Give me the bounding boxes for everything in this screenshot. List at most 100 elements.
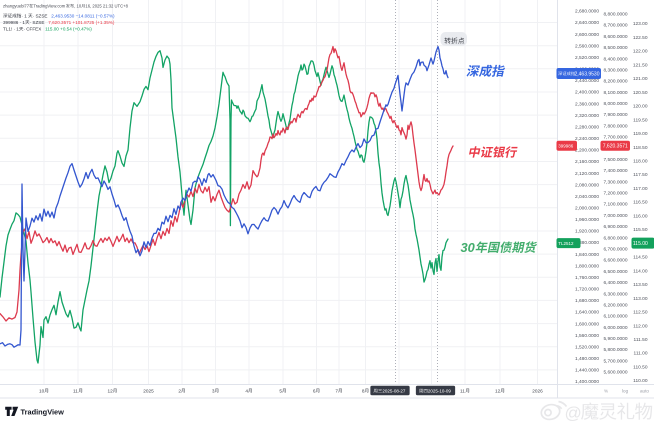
svg-text:1,640.0000: 1,640.0000 bbox=[575, 310, 599, 316]
svg-text:114.00: 114.00 bbox=[633, 268, 648, 274]
svg-text:2,000.0000: 2,000.0000 bbox=[575, 205, 599, 211]
svg-text:2,360.0000: 2,360.0000 bbox=[575, 101, 599, 107]
svg-text:4: 4 bbox=[245, 388, 248, 393]
svg-text:2025-08-27: 2025-08-27 bbox=[382, 388, 406, 393]
svg-text:6,100.0000: 6,100.0000 bbox=[603, 314, 627, 320]
svg-text:119.00: 119.00 bbox=[633, 131, 648, 137]
svg-text:−14.0811 (−0.57%): −14.0811 (−0.57%) bbox=[76, 13, 115, 18]
svg-text:6,700.0000: 6,700.0000 bbox=[603, 246, 627, 252]
svg-text:8,300.0000: 8,300.0000 bbox=[603, 67, 627, 73]
svg-text:7: 7 bbox=[335, 388, 338, 393]
svg-text:12: 12 bbox=[108, 388, 114, 393]
svg-text:2,400.0000: 2,400.0000 bbox=[575, 90, 599, 96]
svg-text:115.00 +0.54 (+0.47%): 115.00 +0.54 (+0.47%) bbox=[45, 27, 92, 32]
svg-text:8,700.0000: 8,700.0000 bbox=[603, 23, 627, 29]
svg-text:2,560.0000: 2,560.0000 bbox=[575, 43, 599, 49]
svg-text:· SZSE: · SZSE bbox=[33, 13, 48, 18]
svg-text:1,520.0000: 1,520.0000 bbox=[575, 344, 599, 350]
svg-text:1,760.0000: 1,760.0000 bbox=[575, 275, 599, 281]
svg-text:111.50: 111.50 bbox=[634, 337, 648, 343]
svg-text:TradingView.com: TradingView.com bbox=[33, 3, 65, 8]
svg-text:2,320.0000: 2,320.0000 bbox=[575, 113, 599, 119]
svg-text:· SZSE: · SZSE bbox=[30, 20, 45, 25]
svg-text:2,463.9530: 2,463.9530 bbox=[51, 13, 74, 18]
svg-text:6,300.0000: 6,300.0000 bbox=[603, 291, 627, 297]
svg-text:6: 6 bbox=[313, 388, 316, 393]
svg-text:5,800.0000: 5,800.0000 bbox=[603, 347, 627, 353]
svg-text:TradingView: TradingView bbox=[21, 408, 65, 417]
svg-text:2,680.0000: 2,680.0000 bbox=[575, 9, 599, 15]
svg-text:2,600.0000: 2,600.0000 bbox=[575, 32, 599, 38]
svg-text:1,800.0000: 1,800.0000 bbox=[575, 263, 599, 269]
svg-text:118.00: 118.00 bbox=[633, 159, 648, 165]
svg-text:121.50: 121.50 bbox=[633, 62, 648, 68]
svg-text:3: 3 bbox=[212, 388, 215, 393]
svg-text:zhangyuebi77: zhangyuebi77 bbox=[3, 3, 30, 8]
svg-text:1,880.0000: 1,880.0000 bbox=[575, 240, 599, 246]
svg-text:8,200.0000: 8,200.0000 bbox=[603, 79, 627, 85]
svg-text:7,200.0000: 7,200.0000 bbox=[603, 191, 627, 197]
svg-text:6,500.0000: 6,500.0000 bbox=[603, 269, 627, 275]
svg-text:7,800.0000: 7,800.0000 bbox=[603, 123, 627, 129]
svg-text:7,300.0000: 7,300.0000 bbox=[603, 179, 627, 185]
svg-text:2,440.0000: 2,440.0000 bbox=[575, 78, 599, 84]
svg-text:1,440.0000: 1,440.0000 bbox=[575, 368, 599, 374]
svg-text:2,463.9530: 2,463.9530 bbox=[574, 71, 599, 77]
svg-text:2,640.0000: 2,640.0000 bbox=[575, 20, 599, 26]
svg-text:111.00: 111.00 bbox=[634, 351, 648, 357]
svg-text:1,920.0000: 1,920.0000 bbox=[575, 229, 599, 235]
svg-text:16, 2025 21:32 UTC+8: 16, 2025 21:32 UTC+8 bbox=[85, 3, 128, 8]
svg-text:TL2512: TL2512 bbox=[558, 241, 574, 246]
svg-text:6,000.0000: 6,000.0000 bbox=[603, 325, 627, 331]
svg-text:12: 12 bbox=[495, 388, 501, 393]
svg-text:5,600.0000: 5,600.0000 bbox=[603, 370, 627, 376]
svg-text:1,960.0000: 1,960.0000 bbox=[575, 217, 599, 223]
svg-text:1,600.0000: 1,600.0000 bbox=[575, 321, 599, 327]
svg-text:7,500.0000: 7,500.0000 bbox=[603, 157, 627, 163]
svg-text:119.50: 119.50 bbox=[633, 117, 648, 123]
svg-text:, 10: , 10 bbox=[74, 3, 82, 8]
svg-text:7,900.0000: 7,900.0000 bbox=[603, 112, 627, 118]
svg-text:5,900.0000: 5,900.0000 bbox=[603, 336, 627, 342]
svg-text:6,600.0000: 6,600.0000 bbox=[603, 258, 627, 264]
svg-text:8,500.0000: 8,500.0000 bbox=[603, 45, 627, 51]
svg-text:2,120.0000: 2,120.0000 bbox=[575, 171, 599, 177]
svg-text:8,400.0000: 8,400.0000 bbox=[603, 56, 627, 62]
svg-text:11: 11 bbox=[460, 388, 465, 393]
svg-text:2025: 2025 bbox=[143, 388, 154, 393]
svg-text:115.50: 115.50 bbox=[633, 227, 648, 233]
svg-text:@: @ bbox=[565, 404, 582, 423]
svg-text:113.50: 113.50 bbox=[633, 282, 648, 288]
svg-text:2,040.0000: 2,040.0000 bbox=[575, 194, 599, 200]
svg-text:2026: 2026 bbox=[532, 388, 543, 393]
svg-text:1,840.0000: 1,840.0000 bbox=[575, 252, 599, 258]
svg-text:123.00: 123.00 bbox=[633, 21, 648, 27]
svg-text:5: 5 bbox=[279, 388, 282, 393]
svg-text:2,080.0000: 2,080.0000 bbox=[575, 182, 599, 188]
svg-text:122.50: 122.50 bbox=[633, 35, 648, 41]
svg-text:110.00: 110.00 bbox=[633, 378, 648, 384]
svg-text:8,800.0000: 8,800.0000 bbox=[603, 12, 627, 18]
svg-text:8,600.0000: 8,600.0000 bbox=[603, 34, 627, 40]
svg-text:2,280.0000: 2,280.0000 bbox=[575, 124, 599, 130]
svg-text:1,400.0000: 1,400.0000 bbox=[575, 379, 599, 385]
svg-text:121.00: 121.00 bbox=[633, 76, 648, 82]
svg-text:7,000.0000: 7,000.0000 bbox=[603, 213, 627, 219]
svg-text:117.50: 117.50 bbox=[633, 172, 648, 178]
svg-text:30: 30 bbox=[461, 240, 475, 255]
svg-text:6,400.0000: 6,400.0000 bbox=[603, 280, 627, 286]
svg-text:5,700.0000: 5,700.0000 bbox=[603, 358, 627, 364]
svg-text:11: 11 bbox=[73, 388, 78, 393]
svg-text:112.00: 112.00 bbox=[633, 323, 648, 329]
svg-text:6,800.0000: 6,800.0000 bbox=[603, 235, 627, 241]
svg-text:120.00: 120.00 bbox=[633, 104, 648, 110]
svg-text:6,900.0000: 6,900.0000 bbox=[603, 224, 627, 230]
svg-text:399986 · 1: 399986 · 1 bbox=[3, 20, 25, 25]
svg-text:2: 2 bbox=[178, 388, 181, 393]
svg-text:8,100.0000: 8,100.0000 bbox=[603, 90, 627, 96]
svg-text:2,240.0000: 2,240.0000 bbox=[575, 136, 599, 142]
svg-text:TL1! · 1: TL1! · 1 bbox=[3, 27, 19, 32]
svg-text:7,400.0000: 7,400.0000 bbox=[603, 168, 627, 174]
svg-text:· CFFEX: · CFFEX bbox=[23, 27, 41, 32]
svg-text:110.50: 110.50 bbox=[633, 364, 648, 370]
